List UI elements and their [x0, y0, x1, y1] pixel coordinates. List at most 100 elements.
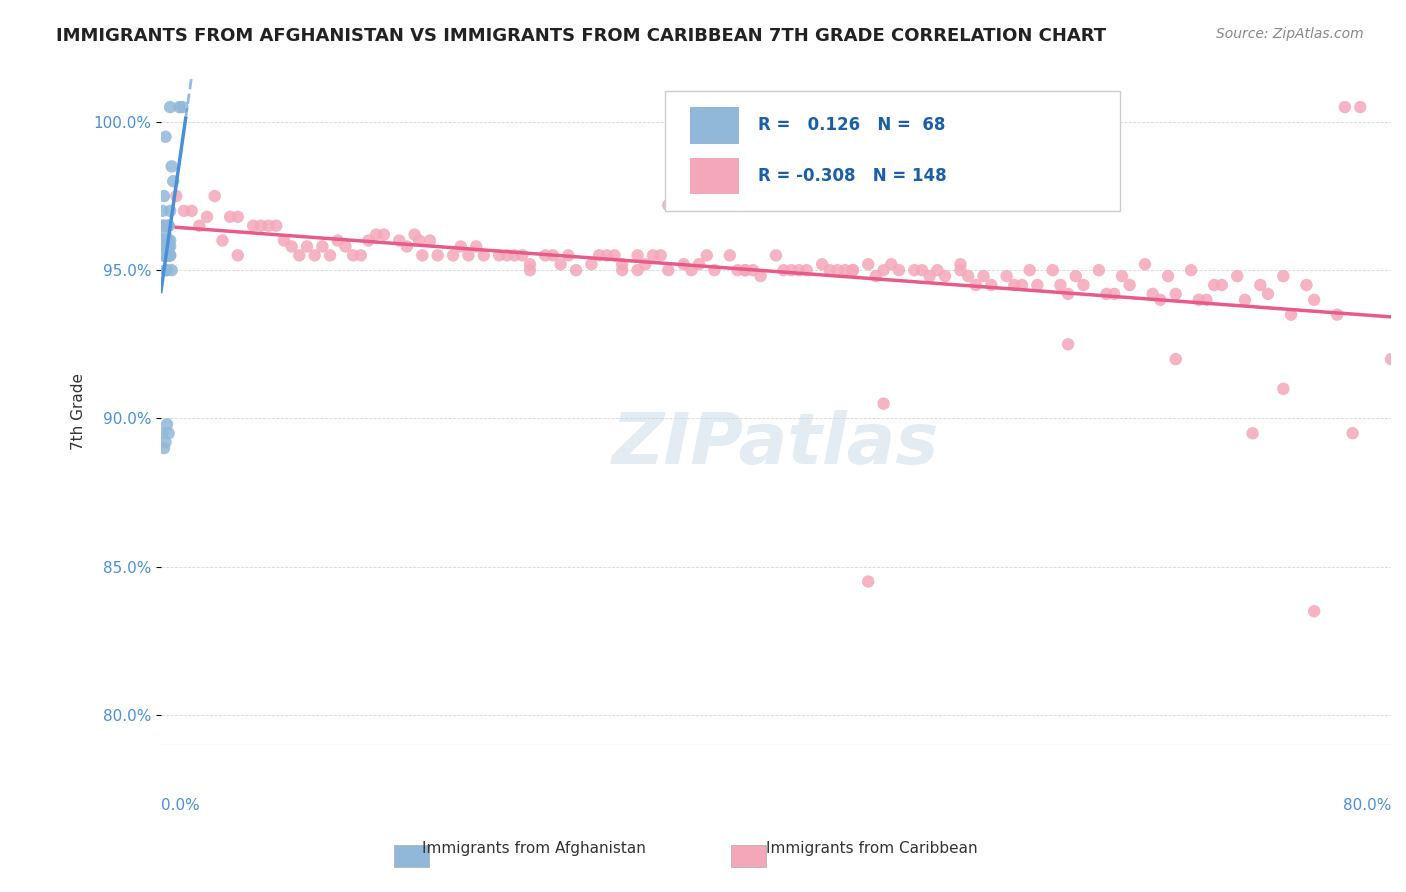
Point	[159, 248, 181, 262]
Point	[157, 219, 180, 233]
Point	[155, 248, 177, 262]
Point	[159, 100, 181, 114]
Point	[152, 203, 174, 218]
Point	[155, 263, 177, 277]
Point	[650, 248, 672, 262]
Point	[156, 248, 179, 262]
Point	[880, 257, 903, 271]
Point	[156, 234, 179, 248]
Point	[1233, 293, 1256, 307]
Point	[1341, 426, 1364, 441]
Point	[153, 239, 176, 253]
Point	[1257, 286, 1279, 301]
Point	[153, 248, 176, 262]
Point	[273, 234, 295, 248]
Point	[172, 100, 194, 114]
Point	[157, 219, 180, 233]
Point	[169, 100, 191, 114]
Point	[787, 263, 810, 277]
Point	[195, 210, 218, 224]
Point	[152, 239, 174, 253]
Point	[155, 248, 177, 262]
Point	[1057, 286, 1080, 301]
Point	[703, 263, 725, 277]
Point	[153, 248, 176, 262]
Point	[288, 248, 311, 262]
Point	[1002, 278, 1025, 293]
Point	[152, 239, 174, 253]
Text: ZIPatlas: ZIPatlas	[612, 410, 939, 479]
Point	[557, 248, 579, 262]
Point	[626, 263, 648, 277]
Point	[156, 263, 179, 277]
Point	[155, 129, 177, 144]
Point	[156, 248, 179, 262]
FancyBboxPatch shape	[690, 107, 740, 145]
Point	[155, 248, 177, 262]
Point	[565, 263, 588, 277]
Point	[734, 263, 756, 277]
Point	[155, 248, 177, 262]
Point	[488, 248, 510, 262]
Point	[450, 239, 472, 253]
FancyBboxPatch shape	[665, 91, 1121, 211]
Point	[1011, 278, 1033, 293]
Point	[918, 189, 941, 203]
Point	[1188, 293, 1211, 307]
Text: Immigrants from Caribbean: Immigrants from Caribbean	[766, 841, 977, 856]
Point	[157, 248, 180, 262]
Point	[1142, 286, 1164, 301]
Point	[153, 239, 176, 253]
Point	[326, 234, 349, 248]
Point	[152, 426, 174, 441]
Point	[1088, 263, 1111, 277]
Point	[811, 257, 834, 271]
Point	[1064, 269, 1087, 284]
Point	[957, 269, 980, 284]
Point	[157, 248, 180, 262]
Point	[1018, 263, 1040, 277]
Point	[160, 263, 183, 277]
Point	[1026, 278, 1049, 293]
Point	[1133, 257, 1156, 271]
Point	[160, 160, 183, 174]
Point	[995, 269, 1018, 284]
Point	[510, 248, 533, 262]
Point	[1164, 286, 1187, 301]
Point	[153, 248, 176, 262]
Point	[395, 239, 418, 253]
Point	[1272, 382, 1295, 396]
Point	[152, 234, 174, 248]
Point	[672, 257, 695, 271]
Point	[887, 263, 910, 277]
Point	[503, 248, 526, 262]
Point	[156, 234, 179, 248]
Point	[1241, 426, 1264, 441]
Point	[1295, 278, 1317, 293]
Point	[155, 248, 177, 262]
Point	[872, 263, 894, 277]
Point	[626, 248, 648, 262]
Point	[949, 263, 972, 277]
Point	[842, 263, 865, 277]
Point	[827, 263, 849, 277]
Point	[1303, 604, 1326, 618]
Point	[1073, 278, 1095, 293]
Point	[219, 210, 242, 224]
Point	[1118, 278, 1140, 293]
Point	[465, 239, 488, 253]
Point	[155, 234, 177, 248]
Point	[1272, 269, 1295, 284]
Point	[612, 263, 634, 277]
Y-axis label: 7th Grade: 7th Grade	[72, 373, 86, 450]
Point	[357, 234, 380, 248]
Point	[157, 248, 180, 262]
Point	[1326, 308, 1348, 322]
Point	[796, 263, 818, 277]
Point	[157, 234, 180, 248]
Point	[834, 263, 856, 277]
Point	[865, 269, 887, 284]
Point	[342, 248, 364, 262]
Point	[727, 263, 749, 277]
Point	[934, 269, 956, 284]
